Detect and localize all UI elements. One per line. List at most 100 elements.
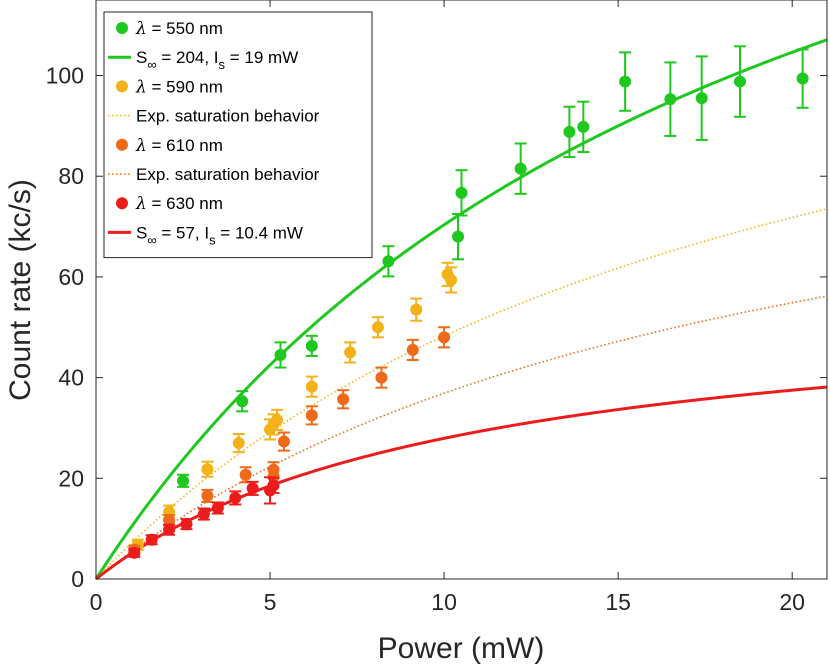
data-point bbox=[305, 334, 318, 357]
point-marker bbox=[305, 380, 318, 393]
point-marker bbox=[197, 508, 210, 521]
point-marker bbox=[382, 255, 395, 268]
point-marker bbox=[211, 502, 224, 515]
point-marker bbox=[163, 523, 176, 536]
data-point bbox=[305, 375, 318, 398]
data-point bbox=[664, 61, 677, 137]
legend-entry: Exp. saturation behavior bbox=[108, 107, 320, 126]
axis-ticks: 0 5 10 15 20 0 20 40 60 80 100 bbox=[46, 0, 827, 615]
data-point bbox=[410, 297, 423, 322]
data-point bbox=[128, 546, 141, 559]
point-marker bbox=[201, 463, 214, 476]
y-tick-label: 60 bbox=[58, 264, 84, 290]
legend-entry: λ = 630 nm bbox=[116, 194, 223, 214]
x-tick-label: 20 bbox=[779, 589, 805, 615]
point-marker bbox=[236, 395, 249, 408]
point-marker bbox=[274, 348, 287, 361]
data-point bbox=[514, 142, 527, 195]
point-marker bbox=[145, 533, 158, 546]
legend-label: λ = 550 nm bbox=[135, 19, 223, 39]
legend-label: Exp. saturation behavior bbox=[136, 107, 320, 126]
data-point bbox=[274, 341, 287, 369]
data-point bbox=[211, 501, 224, 515]
legend-entry: λ = 590 nm bbox=[116, 77, 223, 97]
data-point bbox=[406, 338, 419, 361]
point-marker bbox=[277, 435, 290, 448]
data-point bbox=[229, 490, 242, 506]
x-tick-label: 5 bbox=[264, 589, 277, 615]
legend-label: λ = 630 nm bbox=[135, 194, 223, 214]
point-marker bbox=[267, 479, 280, 492]
data-point bbox=[375, 366, 388, 389]
data-point bbox=[232, 432, 245, 454]
point-marker bbox=[128, 546, 141, 559]
point-marker bbox=[410, 303, 423, 316]
y-tick-label: 100 bbox=[46, 63, 84, 89]
legend-entry: S∞ = 57, Is = 10.4 mW bbox=[108, 223, 303, 247]
point-marker bbox=[406, 343, 419, 356]
point-marker bbox=[371, 321, 384, 334]
point-marker bbox=[563, 125, 576, 138]
data-point bbox=[563, 105, 576, 159]
data-point bbox=[733, 45, 746, 118]
legend-entry: Exp. saturation behavior bbox=[108, 165, 320, 184]
point-marker bbox=[163, 514, 176, 527]
data-point bbox=[796, 48, 809, 109]
point-marker bbox=[514, 162, 527, 175]
x-axis-label: Power (mW) bbox=[378, 632, 545, 665]
data-point bbox=[438, 326, 451, 349]
data-point bbox=[197, 507, 210, 521]
data-points bbox=[128, 45, 809, 559]
data-point bbox=[371, 316, 384, 339]
y-tick-label: 20 bbox=[58, 465, 84, 491]
point-marker bbox=[577, 120, 590, 133]
point-marker bbox=[344, 346, 357, 359]
data-point bbox=[201, 488, 214, 503]
data-point bbox=[452, 212, 465, 261]
data-point bbox=[344, 341, 357, 364]
data-point bbox=[180, 518, 193, 531]
plot-frame bbox=[95, 0, 828, 580]
data-point bbox=[201, 460, 214, 478]
y-axis-label: Count rate (kc/s) bbox=[4, 179, 37, 401]
point-marker bbox=[796, 72, 809, 85]
data-point bbox=[236, 390, 249, 413]
point-marker bbox=[445, 273, 458, 286]
legend-entry: λ = 610 nm bbox=[116, 136, 223, 156]
point-marker bbox=[438, 331, 451, 344]
point-marker bbox=[452, 230, 465, 243]
legend-marker bbox=[116, 197, 128, 210]
legend-label: S∞ = 57, Is = 10.4 mW bbox=[136, 223, 303, 247]
point-marker bbox=[239, 468, 252, 481]
y-tick-label: 80 bbox=[58, 163, 84, 189]
point-marker bbox=[375, 371, 388, 384]
data-point bbox=[163, 523, 176, 536]
fit-curve-1 bbox=[95, 208, 828, 580]
data-point bbox=[305, 405, 318, 426]
legend-label: S∞ = 204, Is = 19 mW bbox=[136, 48, 298, 72]
legend-label: λ = 590 nm bbox=[135, 77, 223, 97]
data-point bbox=[239, 466, 252, 484]
point-marker bbox=[455, 186, 468, 199]
data-point bbox=[246, 480, 259, 496]
y-tick-label: 40 bbox=[58, 365, 84, 391]
point-marker bbox=[232, 437, 245, 450]
point-marker bbox=[229, 491, 242, 504]
legend-entry: λ = 550 nm bbox=[116, 19, 223, 39]
data-point bbox=[267, 476, 280, 494]
point-marker bbox=[246, 482, 259, 495]
x-tick-label: 10 bbox=[431, 589, 457, 615]
point-marker bbox=[271, 413, 284, 426]
point-marker bbox=[695, 92, 708, 105]
x-tick-label: 15 bbox=[605, 589, 631, 615]
data-point bbox=[382, 245, 395, 278]
data-point bbox=[145, 533, 158, 546]
legend-label: Exp. saturation behavior bbox=[136, 165, 320, 184]
legend-marker bbox=[116, 138, 128, 151]
legend-box bbox=[103, 11, 373, 259]
point-marker bbox=[619, 75, 632, 88]
point-marker bbox=[305, 409, 318, 422]
point-marker bbox=[201, 489, 214, 502]
point-marker bbox=[177, 474, 190, 487]
